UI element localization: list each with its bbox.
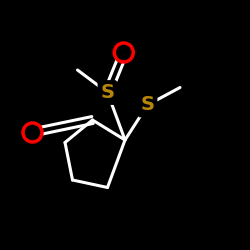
Circle shape	[114, 43, 133, 62]
Text: S: S	[100, 83, 114, 102]
Text: S: S	[140, 96, 154, 114]
Circle shape	[23, 123, 42, 142]
